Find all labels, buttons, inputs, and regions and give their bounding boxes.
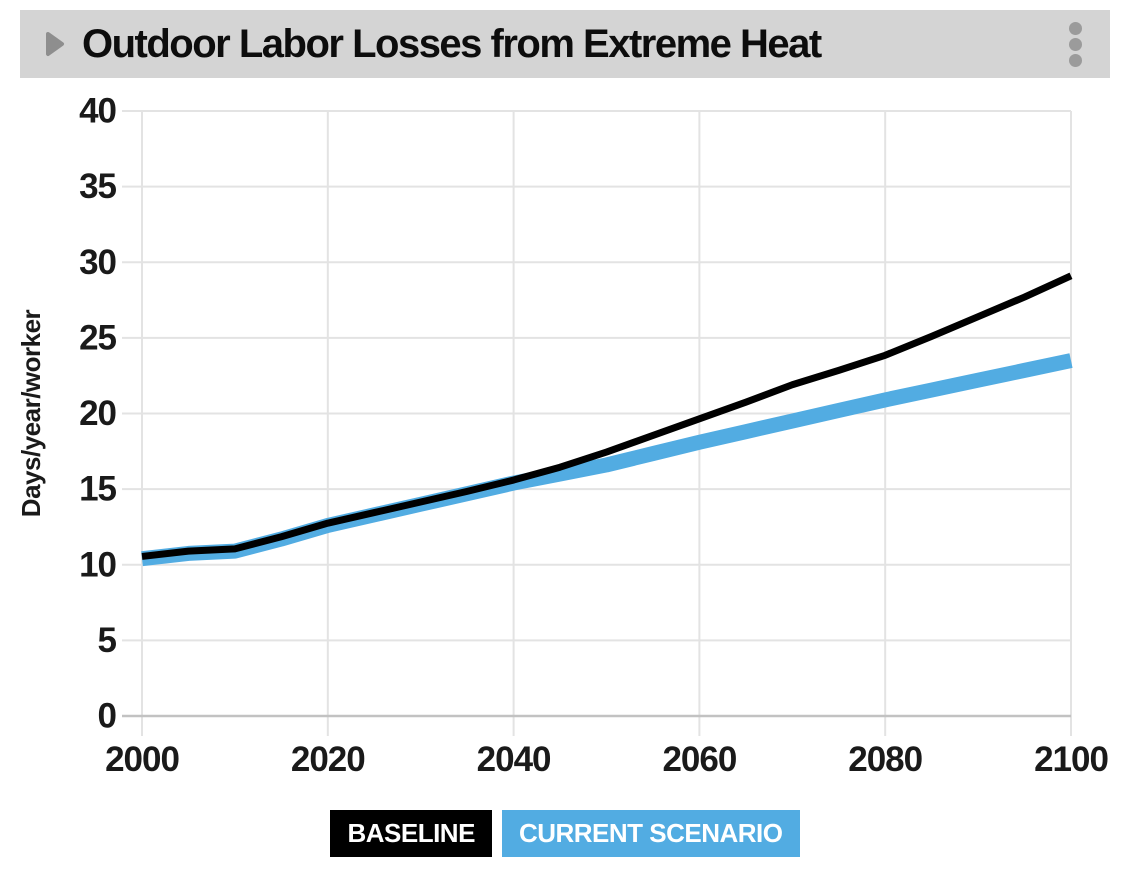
- x-tick-label: 2000: [105, 740, 179, 779]
- y-tick-label: 20: [79, 394, 116, 433]
- kebab-menu-icon[interactable]: [1065, 18, 1086, 71]
- baseline-line: [141, 272, 1073, 560]
- panel-title: Outdoor Labor Losses from Extreme Heat: [82, 21, 822, 66]
- menu-dot: [1069, 53, 1082, 67]
- collapse-triangle-icon[interactable]: [44, 30, 66, 58]
- y-tick-label: 10: [79, 545, 116, 584]
- chart-legend: BASELINE CURRENT SCENARIO: [0, 810, 1130, 857]
- y-tick-label: 0: [98, 697, 117, 736]
- x-tick-label: 2060: [662, 740, 736, 779]
- legend-baseline-chip[interactable]: BASELINE: [330, 810, 492, 857]
- y-tick-label: 15: [79, 470, 116, 509]
- legend-current-scenario-chip[interactable]: CURRENT SCENARIO: [501, 810, 800, 857]
- x-tick-label: 2040: [477, 740, 551, 779]
- menu-dot: [1069, 21, 1082, 35]
- x-tick-label: 2080: [848, 740, 922, 779]
- line-chart: 0 5 10 15 20 25 30 35 40 2000 2020 2040 2060 2080 2100…: [16, 92, 1109, 780]
- triangle-right-icon: [46, 32, 64, 56]
- x-tick-label: 2100: [1034, 740, 1108, 779]
- panel-header: Outdoor Labor Losses from Extreme Heat: [20, 10, 1110, 78]
- current-scenario-line: [141, 353, 1073, 567]
- y-tick-label: 25: [79, 318, 116, 357]
- y-axis-title: Days/year/worker: [16, 309, 46, 517]
- y-tick-label: 5: [98, 621, 117, 660]
- y-tick-label: 40: [79, 92, 116, 131]
- x-tick-label: 2020: [291, 740, 365, 779]
- y-tick-label: 35: [79, 167, 116, 206]
- y-tick-label: 30: [79, 243, 116, 282]
- menu-dot: [1069, 37, 1082, 51]
